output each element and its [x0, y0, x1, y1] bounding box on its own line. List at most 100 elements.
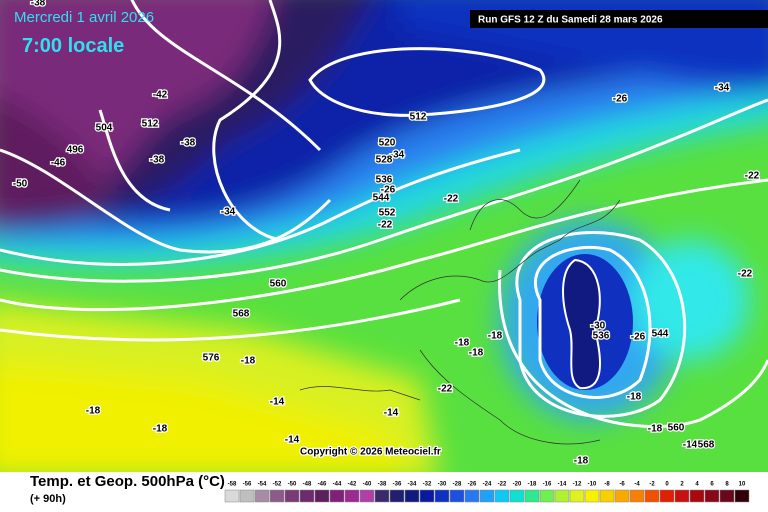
scale-swatch	[389, 489, 405, 503]
contour-label: 568	[698, 440, 715, 451]
scale-swatch	[374, 489, 390, 503]
scale-label: -26	[468, 482, 477, 488]
scale-label: -34	[408, 482, 417, 488]
contour-label: -18	[627, 392, 642, 403]
contour-label: 544	[373, 193, 390, 204]
contour-label: 560	[270, 279, 287, 290]
contour-label: 536	[593, 331, 610, 342]
contour-label: -22	[738, 269, 753, 280]
copyright: Copyright © 2026 Meteociel.fr	[300, 447, 441, 458]
contour-label: -34	[715, 83, 730, 94]
scale-swatch	[479, 489, 495, 503]
contour-label: -18	[488, 331, 503, 342]
contour-label: -18	[455, 338, 470, 349]
contour-label: -14	[384, 408, 399, 419]
contour-label: -18	[153, 424, 168, 435]
scale-swatch	[614, 489, 630, 503]
scale-label: -14	[558, 482, 567, 488]
contour-label: -18	[469, 348, 484, 359]
contour-label: 528	[376, 155, 393, 166]
scale-label: -58	[228, 482, 237, 488]
scale-swatch	[539, 489, 555, 503]
scale-label: 4	[695, 482, 699, 488]
scale-label: -20	[513, 482, 522, 488]
scale-label: -32	[423, 482, 432, 488]
contour-label: -18	[648, 424, 663, 435]
scale-swatch	[704, 489, 720, 503]
run-box	[470, 10, 768, 28]
scale-swatch	[254, 489, 270, 503]
scale-swatch	[344, 489, 360, 503]
scale-label: -46	[318, 482, 327, 488]
scale-label: -50	[288, 482, 297, 488]
forecast-date: Mercredi 1 avril 2026	[14, 9, 154, 26]
scale-label: 0	[665, 482, 669, 488]
scale-label: -2	[649, 482, 655, 488]
contour-label: -34	[221, 207, 236, 218]
scale-label: -38	[378, 482, 387, 488]
contour-label: 520	[379, 138, 396, 149]
scale-label: -24	[483, 482, 492, 488]
geopotential-contours	[0, 0, 768, 428]
scale-swatch	[569, 489, 585, 503]
scale-swatch	[629, 489, 645, 503]
contour-label: -26	[631, 332, 646, 343]
scale-swatch	[239, 489, 255, 503]
scale-swatch	[674, 489, 690, 503]
forecast-time: 7:00 locale	[22, 35, 124, 57]
contour-label: 560	[668, 423, 685, 434]
scale-swatch	[314, 489, 330, 503]
contour-label: -26	[381, 185, 396, 196]
scale-label: -12	[573, 482, 582, 488]
contour-label: -34	[390, 150, 405, 161]
contour-label: 496	[67, 145, 84, 156]
contour-label: 552	[379, 208, 396, 219]
scale-label: -10	[588, 482, 597, 488]
contour-label: 544	[652, 329, 669, 340]
contour-label: -22	[745, 171, 760, 182]
coastlines	[299, 179, 621, 445]
lead-time: (+ 90h)	[30, 493, 66, 505]
scale-swatch	[524, 489, 540, 503]
scale-swatch	[599, 489, 615, 503]
scale-swatch	[584, 489, 600, 503]
scale-label: -56	[243, 482, 252, 488]
scale-swatch	[719, 489, 735, 503]
contour-label: -26	[613, 94, 628, 105]
run-info: Run GFS 12 Z du Samedi 28 mars 2026	[478, 15, 663, 26]
contour-label: -18	[86, 406, 101, 417]
chart-title: Temp. et Geop. 500hPa (°C)	[30, 473, 225, 490]
scale-label: -40	[363, 482, 372, 488]
scale-swatch	[269, 489, 285, 503]
contour-label: -18	[574, 456, 589, 467]
contour-label: -14	[683, 440, 698, 451]
scale-label: -42	[348, 482, 357, 488]
contour-label: 536	[376, 175, 393, 186]
scale-label: -30	[438, 482, 447, 488]
scale-label: 8	[725, 482, 729, 488]
scale-label: -4	[634, 482, 640, 488]
scale-swatch	[689, 489, 705, 503]
contour-label: -22	[438, 384, 453, 395]
scale-label: -54	[258, 482, 267, 488]
scale-swatch	[659, 489, 675, 503]
scale-swatch	[329, 489, 345, 503]
scale-label: 2	[680, 482, 684, 488]
scale-label: 10	[739, 482, 746, 488]
contour-label: -38	[31, 0, 46, 9]
contour-label: 512	[142, 119, 159, 130]
contour-label: 568	[233, 309, 250, 320]
scale-label: 6	[710, 482, 714, 488]
contour-label: -46	[51, 158, 66, 169]
contour-label: -14	[285, 435, 300, 446]
scale-swatch	[554, 489, 570, 503]
contour-label: -38	[181, 138, 196, 149]
scale-label: -6	[619, 482, 625, 488]
contour-label: -18	[241, 356, 256, 367]
scale-swatch	[509, 489, 525, 503]
scale-swatch	[404, 489, 420, 503]
temperature-field	[0, 0, 768, 480]
contour-label: -22	[378, 220, 393, 231]
